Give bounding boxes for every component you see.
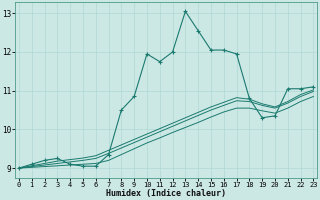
X-axis label: Humidex (Indice chaleur): Humidex (Indice chaleur) (106, 189, 226, 198)
